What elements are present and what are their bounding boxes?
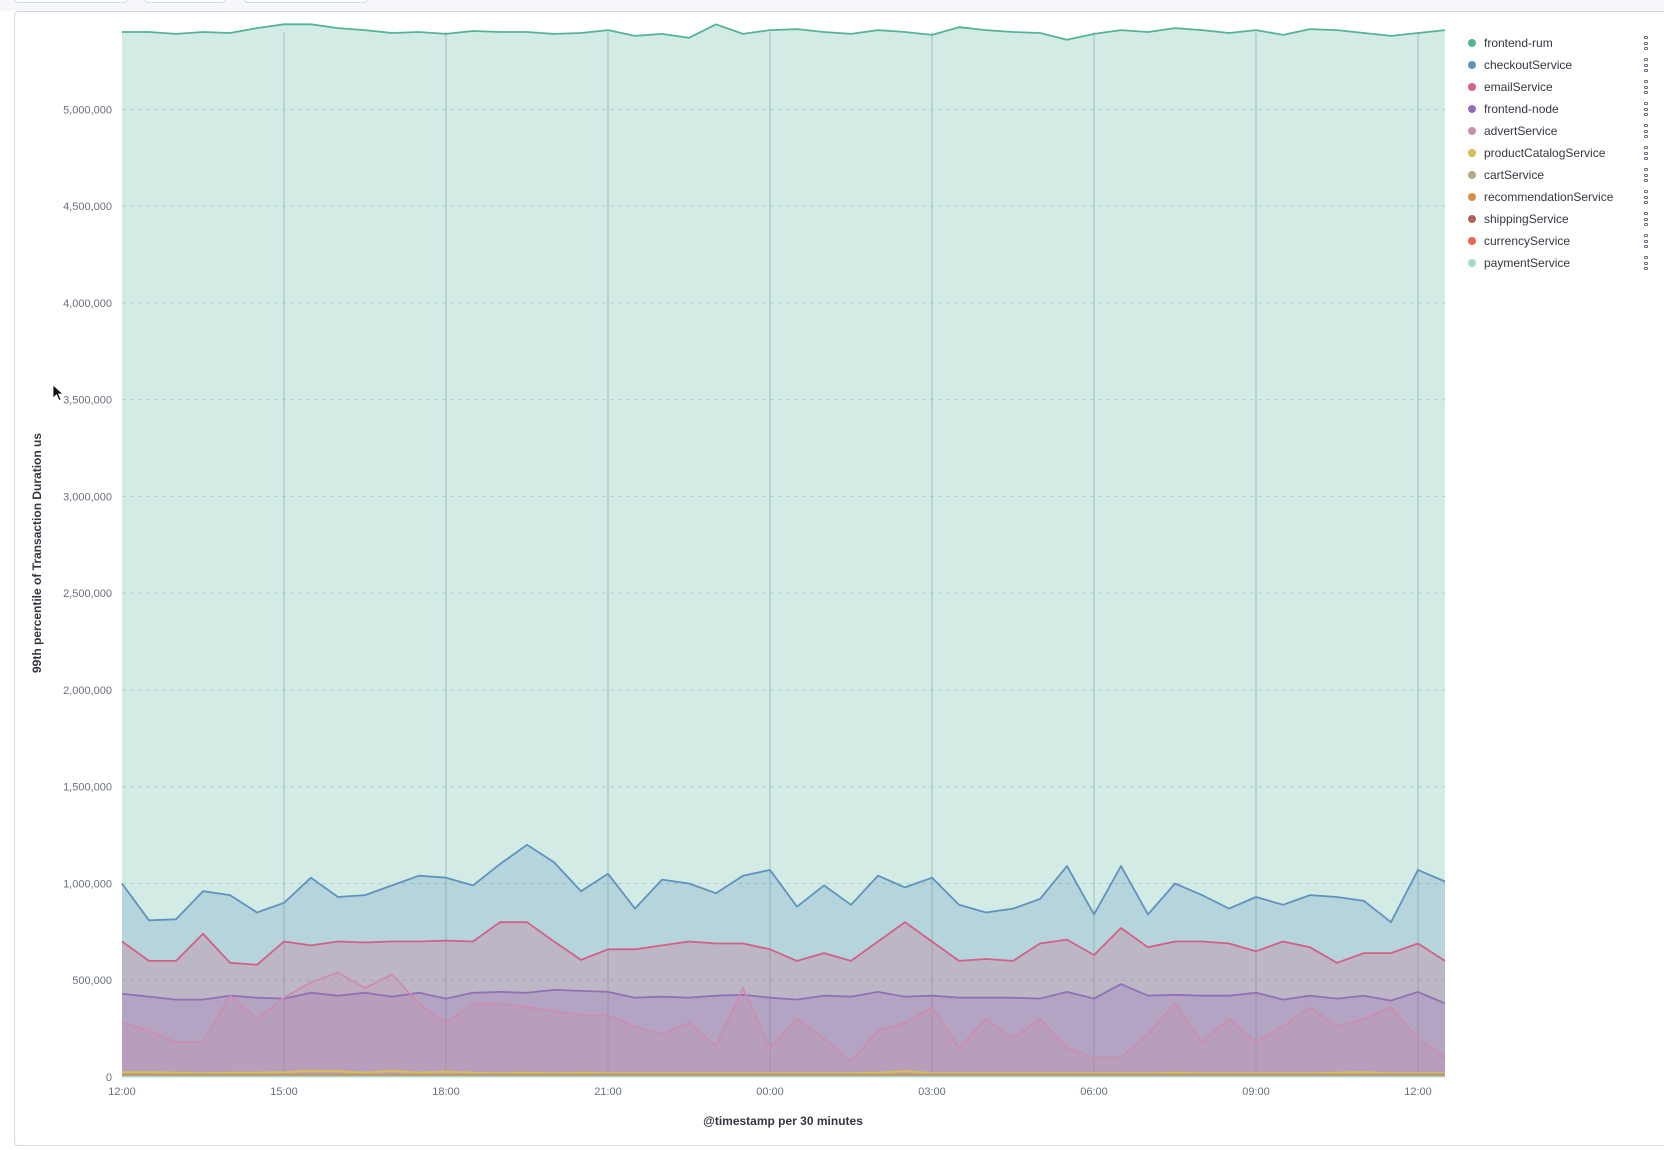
legend-item-menu-icon[interactable] — [1642, 212, 1650, 226]
legend-label: advertService — [1484, 124, 1558, 138]
legend-label: emailService — [1484, 80, 1553, 94]
legend-item-menu-icon[interactable] — [1642, 168, 1650, 182]
legend-color-dot-icon — [1468, 127, 1476, 135]
y-tick-label: 3,500,000 — [63, 395, 112, 407]
legend-item-paymentService[interactable]: paymentService — [1462, 252, 1652, 274]
legend-color-dot-icon — [1468, 215, 1476, 223]
legend-label: checkoutService — [1484, 58, 1573, 72]
y-tick-label: 0 — [106, 1072, 112, 1084]
legend-color-dot-icon — [1468, 259, 1476, 267]
legend-label: cartService — [1484, 168, 1545, 182]
mouse-cursor-icon — [52, 384, 64, 402]
legend-item-currencyService[interactable]: currencyService — [1462, 230, 1652, 252]
legend-item-menu-icon[interactable] — [1642, 58, 1650, 72]
x-tick-label: 12:00 — [108, 1086, 136, 1098]
series-line-advertService[interactable] — [121, 971, 1446, 1063]
legend-item-menu-icon[interactable] — [1642, 36, 1650, 50]
legend-item-productCatalogService[interactable]: productCatalogService — [1462, 142, 1652, 164]
x-tick-label: 21:00 — [594, 1086, 622, 1098]
x-tick-label: 12:00 — [1404, 1086, 1432, 1098]
legend-color-dot-icon — [1468, 83, 1476, 91]
legend-item-frontend-rum[interactable]: frontend-rum — [1462, 32, 1652, 54]
y-axis-title: 99th percentile of Transaction Duration … — [30, 433, 44, 673]
y-tick-label: 1,000,000 — [63, 878, 112, 890]
y-tick-label: 4,500,000 — [63, 201, 112, 213]
series-area-frontend-rum — [122, 24, 1445, 1077]
legend-color-dot-icon — [1468, 193, 1476, 201]
series-line-frontend-node[interactable] — [121, 983, 1446, 1005]
gridlines — [122, 32, 1445, 1077]
y-tick-label: 4,000,000 — [63, 298, 112, 310]
legend-color-dot-icon — [1468, 171, 1476, 179]
series-area-advertService — [122, 972, 1445, 1077]
legend-label: paymentService — [1484, 256, 1571, 270]
legend-label: recommendationService — [1484, 190, 1614, 204]
series-area-frontend-node — [122, 984, 1445, 1077]
series-lines — [121, 23, 1446, 1078]
legend-label: frontend-rum — [1484, 36, 1553, 50]
series-line-checkoutService[interactable] — [121, 843, 1446, 924]
x-tick-label: 00:00 — [756, 1086, 784, 1098]
y-tick-label: 500,000 — [72, 975, 112, 987]
legend-item-emailService[interactable]: emailService — [1462, 76, 1652, 98]
legend-color-dot-icon — [1468, 149, 1476, 157]
legend-color-dot-icon — [1468, 61, 1476, 69]
legend-item-menu-icon[interactable] — [1642, 102, 1650, 116]
legend-item-advertService[interactable]: advertService — [1462, 120, 1652, 142]
legend-item-frontend-node[interactable]: frontend-node — [1462, 98, 1652, 120]
legend-item-cartService[interactable]: cartService — [1462, 164, 1652, 186]
y-tick-label: 2,500,000 — [63, 588, 112, 600]
y-tick-label: 1,500,000 — [63, 782, 112, 794]
legend-label: productCatalogService — [1484, 146, 1606, 160]
series-line-frontend-rum[interactable] — [122, 23, 1446, 41]
legend-item-menu-icon[interactable] — [1642, 190, 1650, 204]
x-axis-title: @timestamp per 30 minutes — [703, 1114, 863, 1128]
legend-item-menu-icon[interactable] — [1642, 124, 1650, 138]
y-tick-label: 2,000,000 — [63, 685, 112, 697]
legend-item-menu-icon[interactable] — [1642, 234, 1650, 248]
legend-label: currencyService — [1484, 234, 1571, 248]
x-tick-label: 03:00 — [918, 1086, 946, 1098]
x-axis-ticks: 12:00 15:00 18:00 21:00 00:00 03:00 06:00 09:00… — [108, 1086, 1432, 1098]
x-tick-label: 15:00 — [270, 1086, 298, 1098]
legend-color-dot-icon — [1468, 237, 1476, 245]
series-line-emailService[interactable] — [121, 921, 1446, 966]
y-tick-label: 3,000,000 — [63, 491, 112, 503]
legend-label: frontend-node — [1484, 102, 1559, 116]
legend-color-dot-icon — [1468, 105, 1476, 113]
x-tick-label: 18:00 — [432, 1086, 460, 1098]
legend-item-checkoutService[interactable]: checkoutService — [1462, 54, 1652, 76]
top-toolbar-strip — [0, 0, 1664, 11]
legend-item-recommendationService[interactable]: recommendationService — [1462, 186, 1652, 208]
series-area-emailService — [122, 922, 1445, 1077]
legend-label: shippingService — [1484, 212, 1569, 226]
legend-item-menu-icon[interactable] — [1642, 80, 1650, 94]
series-line-productCatalogService[interactable] — [122, 1069, 1445, 1074]
x-tick-label: 09:00 — [1242, 1086, 1270, 1098]
legend-item-shippingService[interactable]: shippingService — [1462, 208, 1652, 230]
series-areas — [122, 24, 1445, 1077]
legend-item-menu-icon[interactable] — [1642, 146, 1650, 160]
legend-item-menu-icon[interactable] — [1642, 256, 1650, 270]
y-axis-ticks: 0 500,000 1,000,000 1,500,000 2,000,000 2,500… — [63, 104, 112, 1084]
x-tick-label: 06:00 — [1080, 1086, 1108, 1098]
y-tick-label: 5,000,000 — [63, 104, 112, 116]
chart-legend: frontend-rum checkoutService emailService f… — [1462, 32, 1652, 274]
legend-color-dot-icon — [1468, 39, 1476, 47]
